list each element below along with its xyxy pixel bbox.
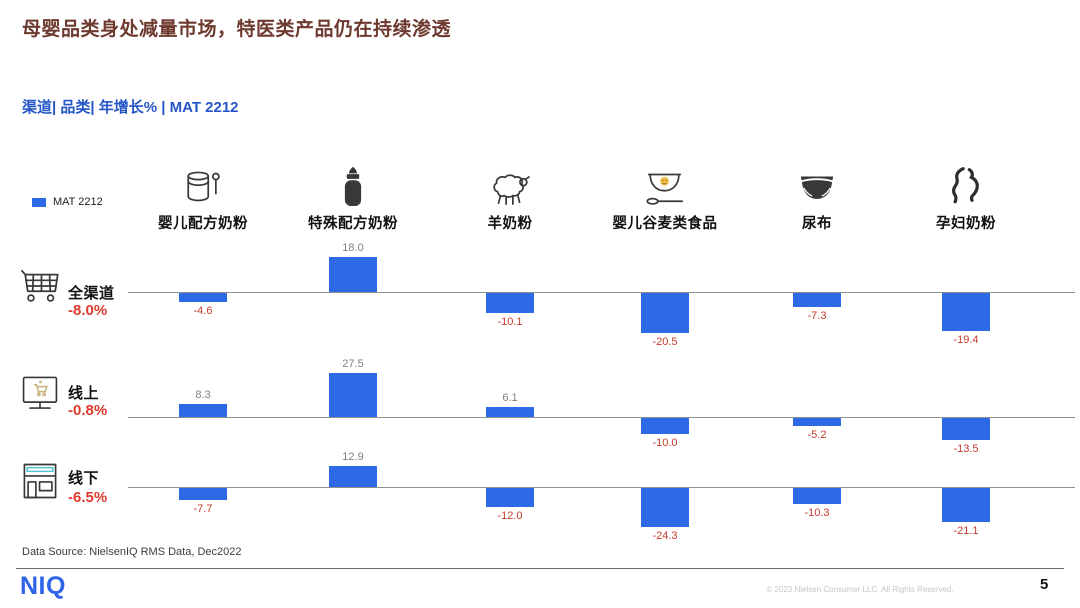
category-label: 孕妇奶粉 bbox=[936, 216, 996, 232]
bar-value-label: -12.0 bbox=[497, 510, 523, 522]
bar bbox=[329, 257, 377, 292]
category-header: 羊奶粉 bbox=[425, 163, 595, 233]
bar bbox=[942, 418, 990, 440]
bar-value-label: -20.5 bbox=[652, 336, 678, 348]
bar-value-label: 6.1 bbox=[502, 392, 518, 404]
bar-value-label: 18.0 bbox=[342, 242, 364, 254]
offline-store-icon bbox=[18, 458, 62, 504]
bar bbox=[486, 407, 534, 417]
bar bbox=[793, 488, 841, 504]
row-label: 全渠道 bbox=[68, 285, 115, 302]
pregnant-woman-icon bbox=[881, 163, 1051, 207]
legend-label: MAT 2212 bbox=[53, 196, 103, 208]
bar bbox=[641, 488, 689, 527]
row-baseline bbox=[128, 292, 1075, 293]
baby-bottle-icon bbox=[268, 163, 438, 207]
bar-value-label: 12.9 bbox=[342, 451, 364, 463]
category-label: 尿布 bbox=[802, 216, 832, 232]
formula-can-icon bbox=[118, 163, 288, 207]
chart-subtitle: 渠道| 品类| 年增长% | MAT 2212 bbox=[22, 99, 239, 116]
bar bbox=[942, 488, 990, 522]
bar-value-label: -10.1 bbox=[497, 316, 523, 328]
cereal-bowl-icon bbox=[580, 163, 750, 207]
bar-value-label: -10.0 bbox=[652, 437, 678, 449]
footer-divider bbox=[16, 568, 1064, 569]
row-total-growth: -0.8% bbox=[68, 402, 108, 419]
sheep-icon bbox=[425, 163, 595, 207]
page-number: 5 bbox=[1040, 576, 1049, 593]
bar-value-label: -4.6 bbox=[193, 305, 213, 317]
category-header: 尿布 bbox=[732, 163, 902, 233]
bar bbox=[793, 293, 841, 307]
legend-swatch-icon bbox=[32, 197, 46, 207]
shopping-cart-icon bbox=[18, 266, 64, 308]
row-total-growth: -8.0% bbox=[68, 302, 108, 319]
bar-value-label: 8.3 bbox=[195, 389, 211, 401]
bar-value-label: -13.5 bbox=[953, 443, 979, 455]
bar bbox=[486, 488, 534, 507]
category-header: 孕妇奶粉 bbox=[881, 163, 1051, 233]
page-title: 母婴品类身处减量市场，特医类产品仍在持续渗透 bbox=[22, 19, 452, 40]
bar bbox=[179, 293, 227, 302]
copyright-text: © 2023 Nielsen Consumer LLC. All Rights … bbox=[766, 585, 954, 594]
diaper-icon bbox=[732, 163, 902, 207]
row-baseline bbox=[128, 487, 1075, 488]
online-monitor-icon bbox=[18, 372, 62, 414]
category-label: 羊奶粉 bbox=[487, 216, 533, 232]
bar bbox=[179, 488, 227, 500]
data-source-note: Data Source: NielsenIQ RMS Data, Dec2022 bbox=[22, 546, 242, 558]
bar-value-label: -19.4 bbox=[953, 334, 979, 346]
category-label: 婴儿谷麦类食品 bbox=[612, 216, 718, 232]
row-baseline bbox=[128, 417, 1075, 418]
bar bbox=[793, 418, 841, 426]
bar-value-label: -10.3 bbox=[804, 507, 830, 519]
row-label: 线上 bbox=[68, 385, 100, 402]
row-label: 线下 bbox=[68, 470, 100, 487]
category-header: 特殊配方奶粉 bbox=[268, 163, 438, 233]
bar bbox=[641, 418, 689, 434]
bar-value-label: -24.3 bbox=[652, 530, 678, 542]
bar bbox=[942, 293, 990, 331]
bar-value-label: -7.3 bbox=[807, 310, 827, 322]
bar-value-label: -5.2 bbox=[807, 429, 827, 441]
category-header: 婴儿配方奶粉 bbox=[118, 163, 288, 233]
legend: MAT 2212 bbox=[32, 196, 103, 208]
bar bbox=[641, 293, 689, 333]
bar bbox=[329, 466, 377, 487]
category-header: 婴儿谷麦类食品 bbox=[580, 163, 750, 233]
niq-logo: NIQ bbox=[20, 572, 66, 600]
bar-value-label: -7.7 bbox=[193, 503, 213, 515]
row-total-growth: -6.5% bbox=[68, 489, 108, 506]
bar bbox=[486, 293, 534, 313]
category-label: 特殊配方奶粉 bbox=[308, 216, 398, 232]
category-label: 婴儿配方奶粉 bbox=[158, 216, 248, 232]
bar-value-label: -21.1 bbox=[953, 525, 979, 537]
bar bbox=[329, 373, 377, 417]
bar bbox=[179, 404, 227, 417]
bar-value-label: 27.5 bbox=[342, 358, 364, 370]
